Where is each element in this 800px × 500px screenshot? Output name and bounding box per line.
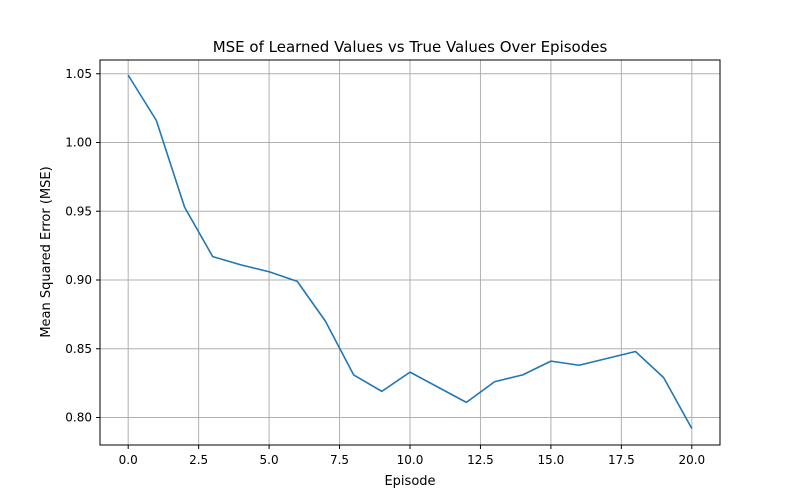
y-axis-label: Mean Squared Error (MSE) bbox=[39, 166, 54, 337]
x-tick-label: 12.5 bbox=[467, 453, 494, 467]
y-tick-label: 0.85 bbox=[65, 342, 92, 356]
x-tick-label: 17.5 bbox=[608, 453, 635, 467]
y-tick-label: 1.00 bbox=[65, 136, 92, 150]
x-tick-label: 0.0 bbox=[119, 453, 138, 467]
x-tick-label: 20.0 bbox=[678, 453, 705, 467]
x-tick-label: 7.5 bbox=[330, 453, 349, 467]
grid-lines bbox=[100, 60, 720, 445]
y-tick-label: 0.95 bbox=[65, 204, 92, 218]
series-line bbox=[127, 74, 693, 429]
x-axis-ticks: 0.0 2.5 5.0 7.5 10.0 12.5 15.0 17.5 20.0 bbox=[119, 445, 705, 467]
x-axis-label: Episode bbox=[384, 474, 435, 489]
y-tick-label: 0.90 bbox=[65, 273, 92, 287]
y-tick-label: 0.80 bbox=[65, 411, 92, 425]
x-tick-label: 2.5 bbox=[189, 453, 208, 467]
x-tick-label: 5.0 bbox=[260, 453, 279, 467]
y-tick-label: 1.05 bbox=[65, 67, 92, 81]
x-tick-label: 10.0 bbox=[397, 453, 424, 467]
y-axis-ticks: 0.80 0.85 0.90 0.95 1.00 1.05 bbox=[65, 67, 100, 425]
x-tick-label: 15.0 bbox=[538, 453, 565, 467]
series-layer bbox=[127, 74, 693, 429]
chart-title: MSE of Learned Values vs True Values Ove… bbox=[213, 38, 608, 56]
